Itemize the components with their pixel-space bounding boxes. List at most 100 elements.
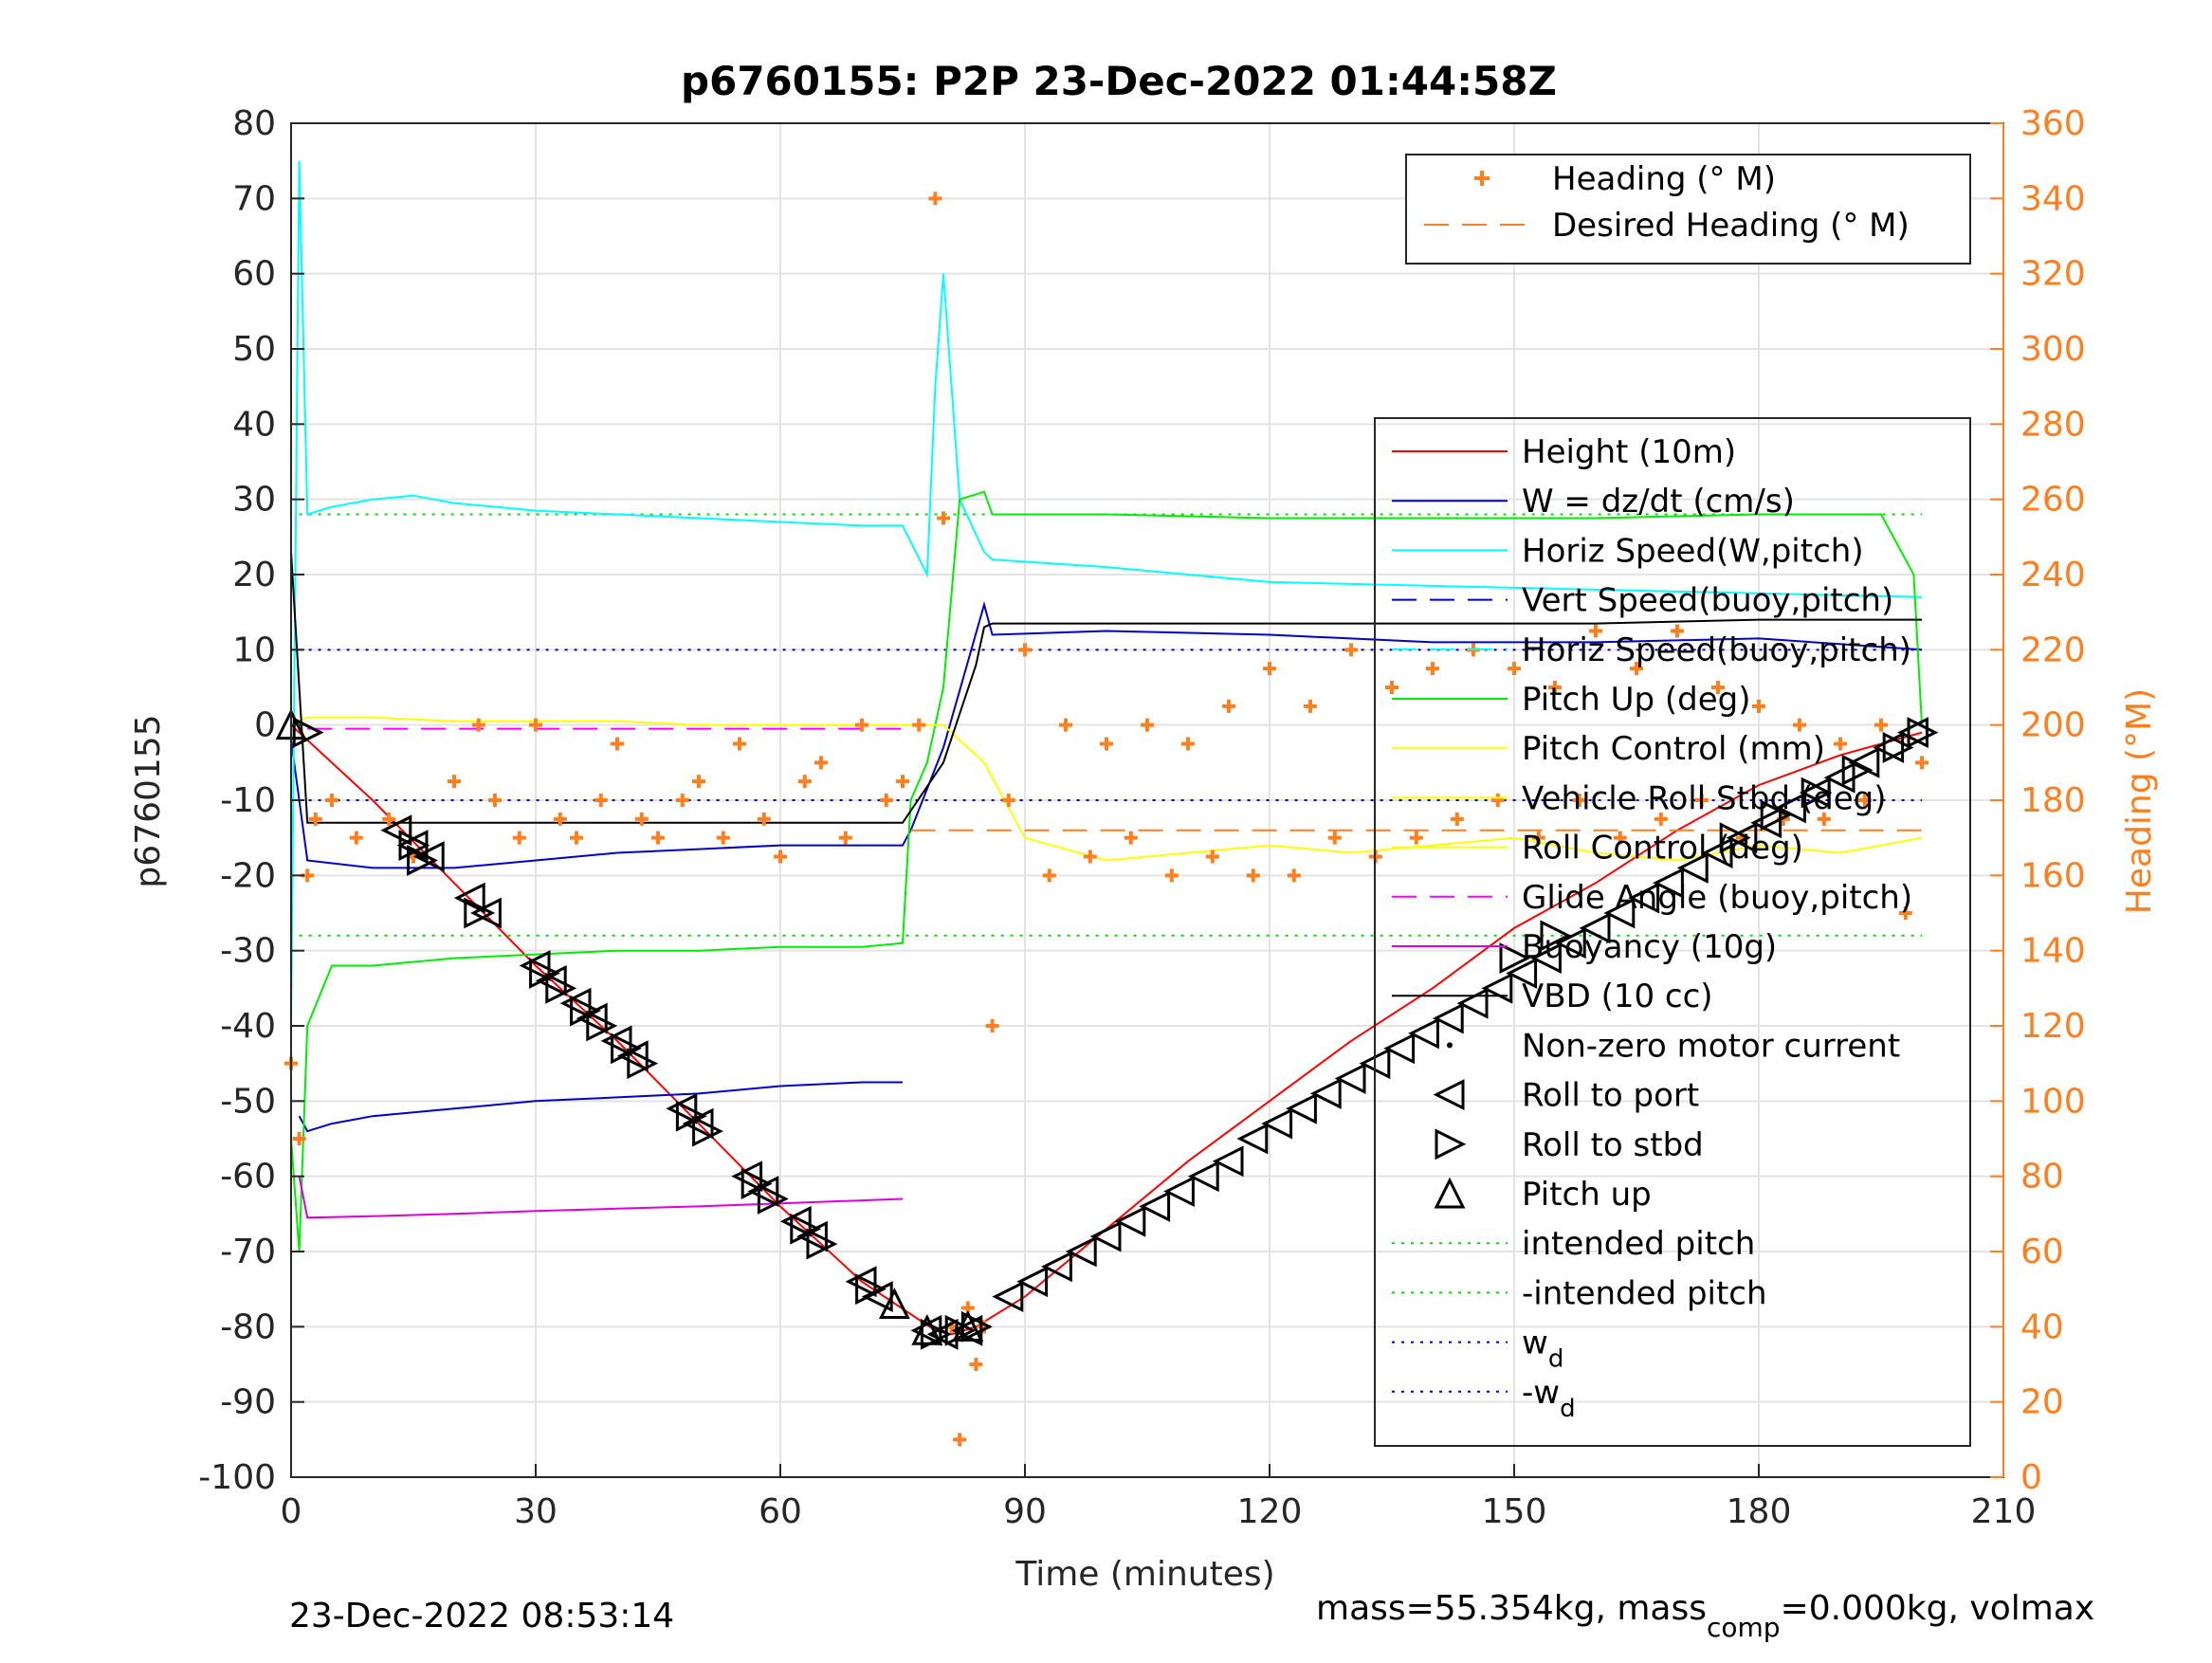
- roll-port-marker: [1530, 942, 1562, 975]
- heading-point: [1711, 681, 1725, 694]
- y-tick-label: 0: [254, 706, 276, 745]
- heading-point: [1589, 624, 1602, 638]
- heading-point: [634, 812, 649, 826]
- legend-label: wd: [1522, 1325, 1563, 1374]
- heading-point: [1654, 812, 1668, 826]
- roll-stbd-marker: [545, 972, 577, 1004]
- y2-tick-label: 180: [2020, 781, 2086, 820]
- x-tick-label: 90: [1003, 1492, 1047, 1531]
- legend-label: Pitch Control (mm): [1522, 730, 1825, 768]
- heading-point: [969, 1358, 983, 1371]
- y2-tick-label: 0: [2020, 1458, 2042, 1497]
- heading-point: [594, 794, 608, 807]
- heading-point: [1287, 868, 1301, 883]
- footer-mass-prefix: mass=55.354kg, mass: [1316, 1589, 1707, 1628]
- y2-tick-label: 20: [2020, 1383, 2064, 1422]
- x-tick-label: 60: [759, 1492, 802, 1531]
- y-tick-label: 50: [232, 330, 276, 369]
- heading-point: [448, 775, 461, 789]
- roll-port-marker: [1286, 1092, 1317, 1124]
- series-layer: [284, 160, 1929, 1447]
- footer-mass-sub: comp: [1707, 1612, 1781, 1643]
- heading-point: [774, 850, 787, 864]
- heading-point: [896, 775, 909, 789]
- pitch-up-marker: [911, 1313, 943, 1345]
- heading-point: [937, 511, 950, 525]
- roll-port-marker: [576, 1002, 608, 1034]
- series-horiz-speed-w-pitch: [290, 160, 1923, 1027]
- roll-stbd-marker: [1540, 920, 1572, 952]
- roll-stbd-marker: [855, 1273, 887, 1306]
- heading-point: [1426, 662, 1439, 676]
- y2-tick-label: 240: [2020, 556, 2086, 594]
- roll-port-marker: [1408, 1017, 1439, 1050]
- roll-stbd-marker: [757, 1183, 789, 1215]
- roll-port-marker: [1041, 1251, 1072, 1283]
- heading-point: [1915, 756, 1929, 770]
- heading-point: [1205, 850, 1219, 864]
- heading-point: [1181, 737, 1195, 751]
- legend-heading-box: [1405, 154, 1971, 265]
- heading-point: [1572, 794, 1586, 807]
- legend-label: -wd: [1522, 1374, 1576, 1423]
- roll-stbd-marker: [586, 1010, 618, 1042]
- roll-port-marker: [1065, 1235, 1097, 1268]
- y-tick-label: -60: [220, 1158, 276, 1197]
- heading-point: [1141, 718, 1154, 732]
- roll-port-marker: [779, 1205, 812, 1237]
- roll-stbd-marker: [627, 1048, 659, 1080]
- heading-point: [1898, 906, 1912, 920]
- heading-point: [1409, 831, 1423, 845]
- heading-point: [1100, 737, 1113, 751]
- roll-stbd-marker: [292, 717, 324, 749]
- roll-stbd-marker: [1907, 717, 1939, 749]
- heading-point: [797, 775, 812, 789]
- roll-stbd-marker: [611, 1033, 642, 1065]
- heading-point: [308, 812, 322, 826]
- heading-point: [716, 831, 730, 845]
- roll-port-marker: [1139, 1190, 1171, 1222]
- heading-point: [733, 737, 746, 751]
- roll-stbd-marker: [1801, 777, 1833, 809]
- heading-point: [879, 794, 893, 807]
- legend-symbol: [1434, 1177, 1466, 1209]
- heading-point: [985, 1019, 999, 1033]
- y-tick-label: 70: [232, 179, 276, 218]
- y2-axis-label: Heading (°M): [2120, 688, 2159, 914]
- heading-point: [1548, 681, 1562, 694]
- heading-point: [1834, 737, 1847, 751]
- heading-point: [1694, 794, 1709, 807]
- roll-stbd-marker: [944, 1314, 977, 1346]
- roll-stbd-marker: [570, 995, 601, 1027]
- roll-port-marker: [453, 882, 485, 914]
- heading-point: [855, 718, 868, 732]
- heading-point: [349, 831, 363, 845]
- roll-port-marker: [1628, 882, 1660, 914]
- y2-tick-label: 280: [2020, 405, 2086, 444]
- y2-tick-label: 200: [2020, 706, 2086, 745]
- roll-port-marker: [380, 814, 412, 847]
- legend-label: W = dz/dt (cm/s): [1522, 483, 1795, 521]
- roll-port-marker: [1016, 1266, 1049, 1298]
- y2-tick-label: 300: [2020, 330, 2086, 369]
- heading-point: [382, 812, 396, 826]
- y-tick-label: 10: [232, 630, 276, 669]
- legend-main: Height (10m) W = dz/dt (cm/s) Horiz Speed(…: [1374, 417, 1971, 1447]
- heading-point: [529, 718, 542, 732]
- roll-port-marker: [1653, 867, 1684, 899]
- legend-label-sub: d: [1548, 1345, 1564, 1374]
- heading-point: [1671, 624, 1684, 638]
- roll-port-marker: [1309, 1077, 1342, 1109]
- heading-point: [1327, 831, 1342, 845]
- heading-point: [928, 192, 942, 206]
- heading-point: [1490, 794, 1505, 807]
- roll-stbd-marker: [790, 1213, 822, 1245]
- roll-stbd-marker: [920, 1318, 952, 1350]
- y-tick-label: -80: [220, 1307, 276, 1346]
- series-w-dz-dt-cm-s: [290, 600, 1923, 869]
- roll-stbd-marker: [740, 1168, 773, 1200]
- heading-point: [1164, 868, 1179, 883]
- roll-port-marker: [1848, 746, 1880, 778]
